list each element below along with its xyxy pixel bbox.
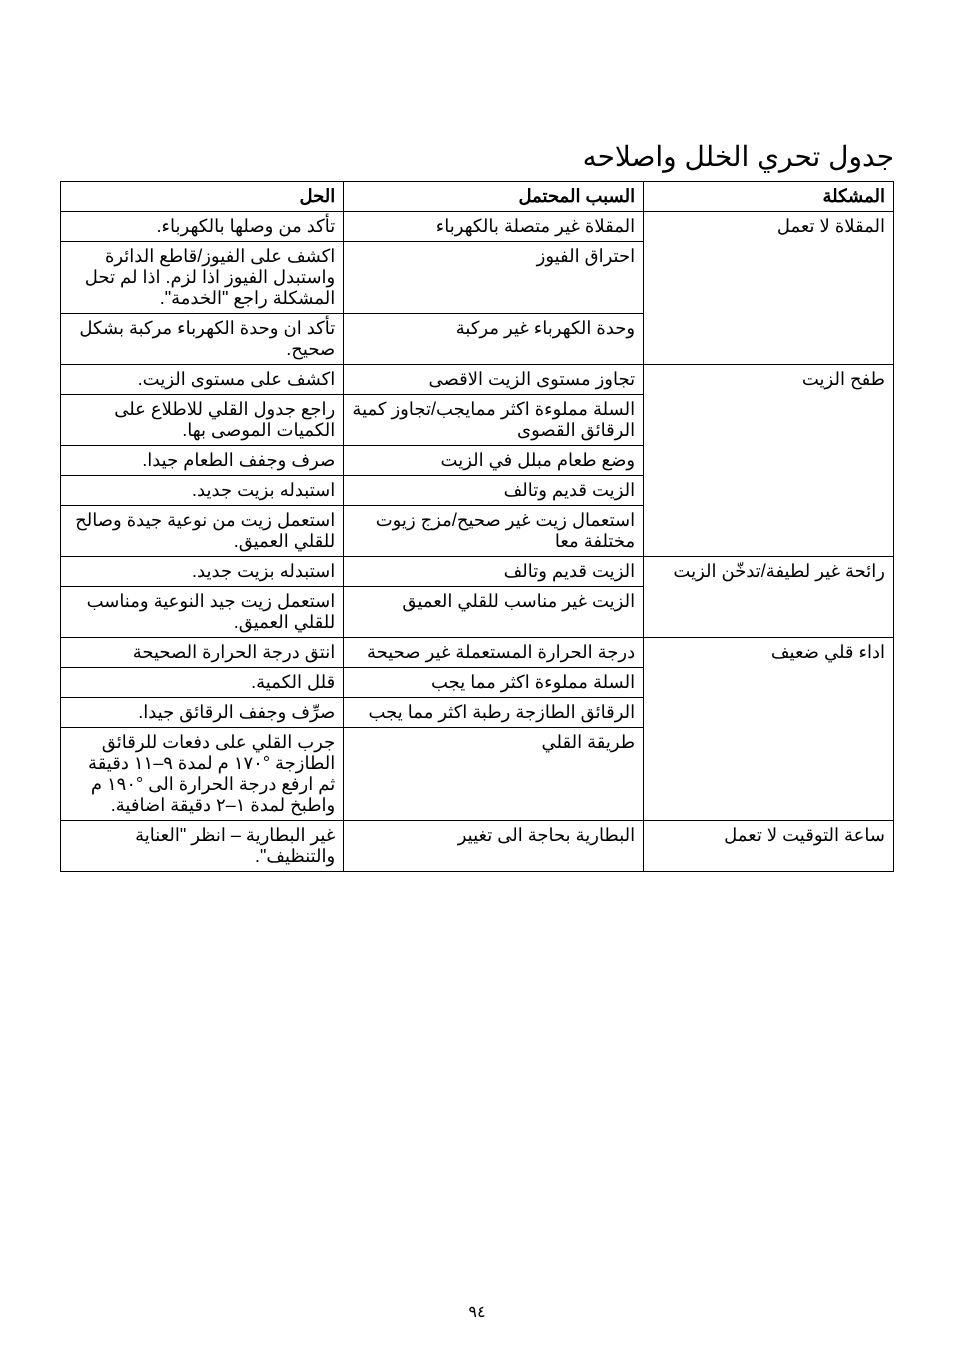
cell-solution: قلل الكمية. bbox=[61, 668, 344, 698]
cell-problem bbox=[644, 728, 894, 821]
cell-solution: راجع جدول القلي للاطلاع على الكميات المو… bbox=[61, 395, 344, 446]
table-row: الرقائق الطازجة رطبة اكثر مما يجبصرِّف و… bbox=[61, 698, 894, 728]
cell-problem bbox=[644, 314, 894, 365]
cell-problem bbox=[644, 242, 894, 314]
page-number: ٩٤ bbox=[0, 1302, 954, 1322]
cell-problem: المقلاة لا تعمل bbox=[644, 212, 894, 242]
cell-solution: استبدله بزيت جديد. bbox=[61, 476, 344, 506]
cell-problem bbox=[644, 698, 894, 728]
cell-cause: تجاوز مستوى الزيت الاقصى bbox=[344, 365, 644, 395]
table-row: طفح الزيتتجاوز مستوى الزيت الاقصىاكشف عل… bbox=[61, 365, 894, 395]
cell-cause: الزيت غير مناسب للقلي العميق bbox=[344, 587, 644, 638]
col-cause: السبب المحتمل bbox=[344, 182, 644, 212]
table-row: المقلاة لا تعملالمقلاة غير متصلة بالكهرب… bbox=[61, 212, 894, 242]
cell-cause: السلة مملوءة اكثر ممايجب/تجاوز كمية الرق… bbox=[344, 395, 644, 446]
cell-cause: السلة مملوءة اكثر مما يجب bbox=[344, 668, 644, 698]
troubleshooting-table: المشكلة السبب المحتمل الحل المقلاة لا تع… bbox=[60, 181, 894, 872]
cell-problem: رائحة غير لطيفة/تدخّن الزيت bbox=[644, 557, 894, 587]
table-row: الزيت قديم وتالفاستبدله بزيت جديد. bbox=[61, 476, 894, 506]
cell-problem bbox=[644, 506, 894, 557]
cell-problem bbox=[644, 668, 894, 698]
table-header-row: المشكلة السبب المحتمل الحل bbox=[61, 182, 894, 212]
table-row: السلة مملوءة اكثر مما يجبقلل الكمية. bbox=[61, 668, 894, 698]
cell-cause: درجة الحرارة المستعملة غير صحيحة bbox=[344, 638, 644, 668]
col-problem: المشكلة bbox=[644, 182, 894, 212]
table-row: احتراق الفيوزاكشف على الفيوز/قاطع الدائر… bbox=[61, 242, 894, 314]
cell-problem: طفح الزيت bbox=[644, 365, 894, 395]
cell-problem bbox=[644, 587, 894, 638]
cell-solution: صرِّف وجفف الرقائق جيدا. bbox=[61, 698, 344, 728]
table-row: الزيت غير مناسب للقلي العميقاستعمل زيت ج… bbox=[61, 587, 894, 638]
cell-solution: صرف وجفف الطعام جيدا. bbox=[61, 446, 344, 476]
table-row: وحدة الكهرباء غير مركبةتأكد ان وحدة الكه… bbox=[61, 314, 894, 365]
cell-solution: اكشف على مستوى الزيت. bbox=[61, 365, 344, 395]
cell-problem: اداء قلي ضعيف bbox=[644, 638, 894, 668]
cell-problem: ساعة التوقيت لا تعمل bbox=[644, 821, 894, 872]
cell-cause: المقلاة غير متصلة بالكهرباء bbox=[344, 212, 644, 242]
table-row: استعمال زيت غير صحيح/مزج زيوت مختلفة معا… bbox=[61, 506, 894, 557]
cell-solution: اكشف على الفيوز/قاطع الدائرة واستبدل الف… bbox=[61, 242, 344, 314]
cell-cause: احتراق الفيوز bbox=[344, 242, 644, 314]
col-solution: الحل bbox=[61, 182, 344, 212]
cell-solution: تأكد من وصلها بالكهرباء. bbox=[61, 212, 344, 242]
cell-problem bbox=[644, 395, 894, 446]
cell-problem bbox=[644, 476, 894, 506]
cell-solution: تأكد ان وحدة الكهرباء مركبة بشكل صحيح. bbox=[61, 314, 344, 365]
cell-cause: وضع طعام مبلل في الزيت bbox=[344, 446, 644, 476]
cell-solution: غير البطارية – انظر "العناية والتنظيف". bbox=[61, 821, 344, 872]
page-title: جدول تحري الخلل واصلاحه bbox=[60, 140, 894, 173]
cell-solution: استعمل زيت جيد النوعية ومناسب للقلي العم… bbox=[61, 587, 344, 638]
cell-solution: استعمل زيت من نوعية جيدة وصالح للقلي الع… bbox=[61, 506, 344, 557]
cell-cause: استعمال زيت غير صحيح/مزج زيوت مختلفة معا bbox=[344, 506, 644, 557]
cell-solution: استبدله بزيت جديد. bbox=[61, 557, 344, 587]
cell-cause: وحدة الكهرباء غير مركبة bbox=[344, 314, 644, 365]
table-row: رائحة غير لطيفة/تدخّن الزيتالزيت قديم وت… bbox=[61, 557, 894, 587]
table-row: وضع طعام مبلل في الزيتصرف وجفف الطعام جي… bbox=[61, 446, 894, 476]
cell-solution: انتق درجة الحرارة الصحيحة bbox=[61, 638, 344, 668]
table-row: طريقة القليجرب القلي على دفعات للرقائق ا… bbox=[61, 728, 894, 821]
table-row: ساعة التوقيت لا تعملالبطارية بحاجة الى ت… bbox=[61, 821, 894, 872]
cell-cause: الرقائق الطازجة رطبة اكثر مما يجب bbox=[344, 698, 644, 728]
table-row: اداء قلي ضعيفدرجة الحرارة المستعملة غير … bbox=[61, 638, 894, 668]
cell-cause: الزيت قديم وتالف bbox=[344, 557, 644, 587]
cell-cause: الزيت قديم وتالف bbox=[344, 476, 644, 506]
cell-solution: جرب القلي على دفعات للرقائق الطازجة °١٧٠… bbox=[61, 728, 344, 821]
cell-problem bbox=[644, 446, 894, 476]
cell-cause: طريقة القلي bbox=[344, 728, 644, 821]
table-row: السلة مملوءة اكثر ممايجب/تجاوز كمية الرق… bbox=[61, 395, 894, 446]
cell-cause: البطارية بحاجة الى تغيير bbox=[344, 821, 644, 872]
